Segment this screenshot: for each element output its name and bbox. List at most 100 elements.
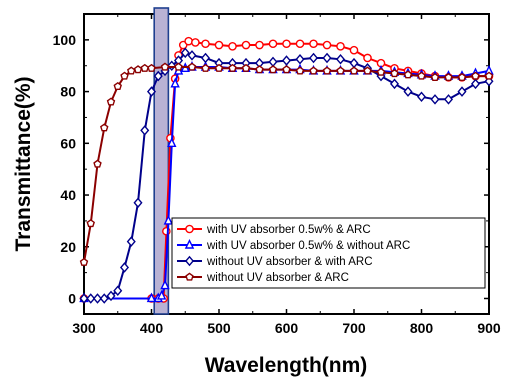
data-point: [390, 69, 399, 78]
data-point: [295, 39, 305, 49]
data-point: [389, 78, 400, 90]
data-point: [140, 125, 150, 136]
data-point: [484, 71, 494, 80]
data-point: [281, 55, 292, 66]
data-point: [470, 78, 481, 90]
x-axis: 300 400 500 600 700 800 900: [72, 14, 501, 336]
data-point: [185, 224, 194, 234]
legend-box: [171, 217, 486, 289]
data-point: [268, 39, 278, 49]
x-tick-label: 400: [140, 320, 164, 336]
data-point: [241, 63, 251, 72]
data-point: [185, 272, 194, 281]
data-point: [349, 66, 359, 75]
data-point: [295, 53, 305, 65]
data-point: [133, 65, 143, 74]
series-4: [79, 62, 494, 266]
data-point: [92, 293, 103, 304]
data-point: [163, 214, 174, 225]
data-point: [153, 70, 163, 82]
data-point: [184, 238, 195, 249]
x-axis-title: Wavelength(nm): [205, 354, 368, 377]
data-point: [160, 62, 170, 71]
legend-item: without UV absorber & with ARC: [177, 255, 373, 268]
data-point: [113, 81, 122, 91]
data-point: [160, 279, 170, 290]
highlight-band: [153, 7, 170, 315]
y-tick-label: 0: [68, 290, 76, 306]
data-point: [336, 66, 345, 75]
data-point: [133, 197, 143, 209]
data-point: [113, 285, 123, 296]
data-point: [457, 86, 467, 97]
x-tick-label: 700: [342, 320, 366, 336]
y-tick-label: 100: [53, 32, 77, 48]
series-layer: [79, 36, 494, 304]
data-point: [147, 63, 156, 72]
data-point: [146, 86, 157, 97]
data-point: [93, 159, 102, 168]
data-point: [268, 56, 278, 68]
data-point: [376, 67, 386, 76]
data-point: [184, 255, 195, 267]
data-point: [140, 63, 149, 72]
data-point: [443, 94, 454, 105]
y-tick-label: 60: [60, 135, 76, 151]
data-point: [268, 65, 278, 74]
legend-item: with UV absorber 0.5w% & ARC: [177, 224, 371, 236]
data-point: [322, 40, 332, 50]
data-point: [127, 66, 136, 75]
data-point: [146, 292, 157, 303]
data-point: [187, 50, 197, 61]
data-point: [100, 123, 109, 132]
data-point: [309, 66, 318, 75]
x-tick-label: 800: [410, 320, 434, 336]
data-point: [282, 65, 291, 74]
data-point: [106, 290, 116, 302]
data-point: [349, 45, 359, 55]
data-point: [120, 71, 129, 80]
data-point: [335, 53, 346, 65]
data-point: [187, 62, 197, 71]
data-point: [86, 219, 95, 228]
highlight-band-layer: [153, 7, 170, 315]
legend-label: without UV absorber & with ARC: [206, 256, 373, 268]
data-point: [416, 91, 427, 103]
data-point: [174, 62, 183, 71]
y-tick-label: 40: [60, 187, 76, 203]
data-point: [417, 71, 426, 80]
x-tick-label: 900: [477, 320, 501, 336]
data-point: [201, 39, 210, 49]
data-point: [201, 63, 210, 72]
x-tick-label: 600: [275, 320, 299, 336]
data-point: [214, 40, 224, 50]
data-point: [228, 63, 237, 72]
data-point: [255, 65, 264, 74]
data-point: [119, 262, 130, 273]
data-point: [363, 66, 372, 75]
data-point: [156, 289, 167, 300]
data-point: [295, 66, 305, 75]
legend-label: with UV absorber 0.5w% & ARC: [206, 224, 371, 236]
y-axis-title: Transmittance(%): [12, 76, 35, 251]
data-point: [349, 57, 359, 69]
data-point: [86, 293, 96, 304]
data-point: [167, 60, 177, 71]
data-point: [444, 72, 453, 81]
data-point: [180, 47, 190, 59]
data-point: [241, 40, 251, 50]
data-point: [403, 70, 413, 79]
y-tick-label: 20: [60, 239, 76, 255]
data-point: [457, 72, 467, 81]
data-point: [336, 42, 345, 51]
legend-label: without UV absorber & ARC: [206, 272, 349, 284]
data-point: [471, 71, 480, 80]
data-point: [322, 52, 332, 64]
data-point: [228, 42, 237, 51]
legend-label: with UV absorber 0.5w% & without ARC: [206, 240, 410, 252]
data-point: [99, 293, 109, 304]
data-point: [79, 257, 89, 266]
data-point: [308, 52, 319, 64]
data-point: [403, 86, 413, 97]
